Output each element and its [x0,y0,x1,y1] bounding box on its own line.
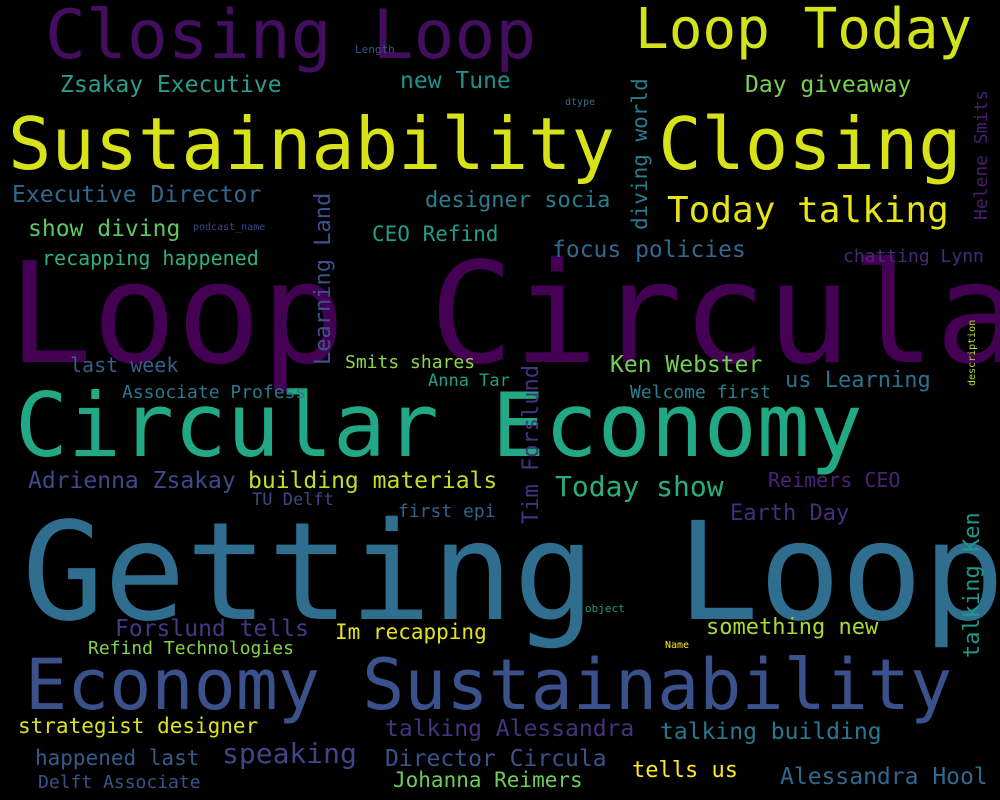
cloud-word: Johanna Reimers [393,768,583,792]
cloud-word: strategist designer [18,714,259,738]
cloud-word: Loop Today [635,0,973,62]
cloud-word: Reimers CEO [768,468,901,492]
cloud-word: Getting Loop [22,494,1000,652]
cloud-word: last week [70,353,179,377]
cloud-word: Zsakay Executive [60,72,282,98]
cloud-word: Welcome first [630,382,771,403]
cloud-word: Director Circula [385,746,607,772]
cloud-word-vertical: Learning Land [311,192,336,365]
cloud-word: designer socia [425,188,611,213]
cloud-word: Forslund tells [115,616,309,642]
cloud-word: Today talking [667,190,949,231]
cloud-word-vertical: Tim Forslund [519,365,544,524]
cloud-word: talking Alessandra [385,716,635,742]
cloud-word: Earth Day [730,501,850,526]
cloud-word: Adrienna Zsakay [28,468,236,494]
cloud-word: Today show [555,470,724,503]
cloud-word: Executive Director [12,182,262,208]
cloud-word: CEO Refind [372,222,499,246]
cloud-word: Name [665,640,690,651]
cloud-word-vertical: talking Ken [960,512,985,658]
cloud-word: something new [706,615,879,640]
cloud-word: dtype [565,97,596,108]
cloud-word-vertical: Helene Smits [971,89,992,220]
cloud-word: Smits shares [345,352,476,373]
cloud-word: focus policies [552,237,746,263]
cloud-word: talking building [660,719,882,745]
cloud-word: Loop Circular [8,233,1000,396]
cloud-word: building materials [248,468,498,494]
cloud-word: Im recapping [335,620,487,644]
cloud-word: Anna Tar [428,371,510,391]
cloud-word: tells us [632,758,738,783]
cloud-word: TU Delft [252,490,334,510]
cloud-word-vertical: description [967,319,978,386]
cloud-word: us Learning [785,368,931,393]
cloud-word: recapping happened [42,246,259,270]
cloud-word: first epi [398,501,496,522]
cloud-word: Associate Profess [122,382,307,403]
cloud-word: Refind Technologies [88,638,294,659]
cloud-word: Circular Economy [15,374,863,477]
cloud-word: happened last [35,746,200,770]
cloud-word: Day giveaway [745,72,912,98]
cloud-word: speaking [222,737,357,770]
cloud-word: Sustainability Closing [8,102,962,186]
cloud-word-vertical: diving world [628,78,652,230]
cloud-word: new Tune [400,68,511,94]
cloud-word: podcast_name [193,222,266,233]
cloud-word: Length [355,43,395,56]
cloud-word: chatting Lynn [843,246,984,267]
cloud-word: Delft Associate [38,772,201,793]
cloud-word: Ken Webster [610,352,763,378]
cloud-word: Closing Loop [45,0,537,75]
cloud-word: Alessandra Hool [780,764,988,790]
cloud-word: object [585,602,625,615]
cloud-word: Economy Sustainability [25,644,953,726]
cloud-word: show diving [28,216,181,242]
